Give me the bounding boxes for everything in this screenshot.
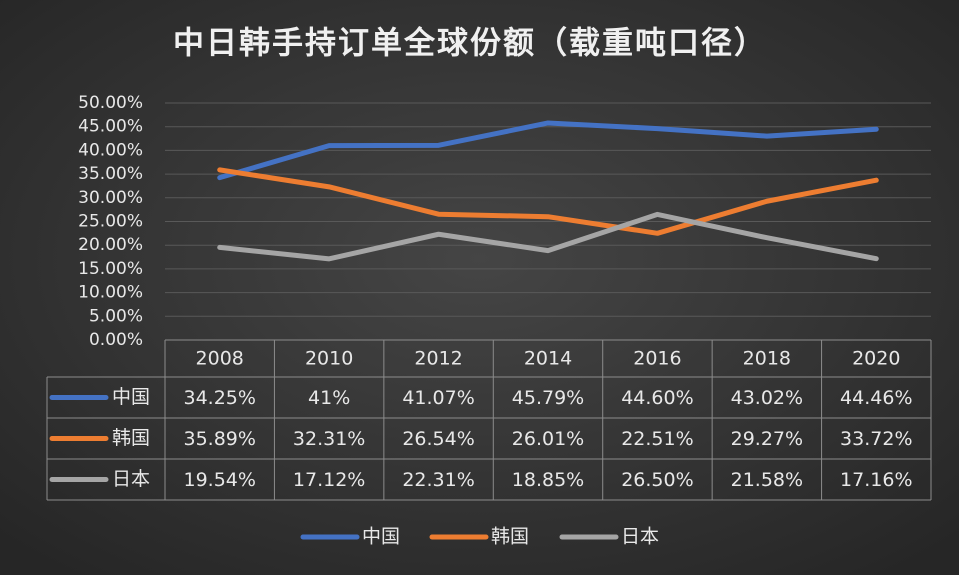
- table-cell: 41%: [308, 387, 350, 409]
- y-tick-label: 35.00%: [78, 164, 143, 184]
- table-row-label: 日本: [112, 468, 150, 490]
- x-tick-label: 2020: [852, 348, 900, 370]
- table-cell: 45.79%: [512, 387, 584, 409]
- table-cell: 22.51%: [621, 428, 693, 450]
- y-tick-label: 5.00%: [89, 306, 143, 326]
- table-row-label: 中国: [112, 386, 150, 408]
- y-tick-label: 25.00%: [78, 212, 143, 232]
- table-cell: 26.54%: [402, 428, 474, 450]
- table-cell: 44.46%: [840, 387, 912, 409]
- table-cell: 17.16%: [840, 469, 912, 491]
- x-tick-label: 2008: [196, 348, 244, 370]
- table-cell: 44.60%: [621, 387, 693, 409]
- table-cell: 18.85%: [512, 469, 584, 491]
- y-tick-label: 50.00%: [78, 93, 143, 113]
- table-cell: 29.27%: [731, 428, 803, 450]
- legend-label: 中国: [362, 526, 400, 548]
- table-cell: 33.72%: [840, 428, 912, 450]
- x-tick-label: 2012: [414, 348, 462, 370]
- y-tick-label: 30.00%: [78, 188, 143, 208]
- table-row-label: 韩国: [112, 427, 150, 449]
- x-tick-label: 2018: [743, 348, 791, 370]
- y-tick-label: 10.00%: [78, 283, 143, 303]
- legend-label: 韩国: [491, 526, 529, 548]
- table-cell: 22.31%: [402, 469, 474, 491]
- table-cell: 26.50%: [621, 469, 693, 491]
- table-cell: 32.31%: [293, 428, 365, 450]
- chart-title: 中日韩手持订单全球份额（载重吨口径）: [173, 26, 767, 62]
- table-cell: 43.02%: [731, 387, 803, 409]
- table-cell: 34.25%: [183, 387, 255, 409]
- y-tick-label: 0.00%: [89, 330, 143, 350]
- table-cell: 35.89%: [183, 428, 255, 450]
- legend-label: 日本: [621, 526, 659, 548]
- x-tick-label: 2016: [633, 348, 681, 370]
- table-cell: 21.58%: [731, 469, 803, 491]
- series-line: [217, 211, 879, 262]
- table-cell: 26.01%: [512, 428, 584, 450]
- y-tick-label: 15.00%: [78, 259, 143, 279]
- series-line: [217, 167, 879, 236]
- y-tick-label: 45.00%: [78, 117, 143, 137]
- y-tick-label: 20.00%: [78, 235, 143, 255]
- series-line: [217, 120, 879, 181]
- y-tick-label: 40.00%: [78, 140, 143, 160]
- x-tick-label: 2014: [524, 348, 572, 370]
- table-cell: 19.54%: [183, 469, 255, 491]
- x-tick-label: 2010: [305, 348, 353, 370]
- table-cell: 41.07%: [402, 387, 474, 409]
- table-cell: 17.12%: [293, 469, 365, 491]
